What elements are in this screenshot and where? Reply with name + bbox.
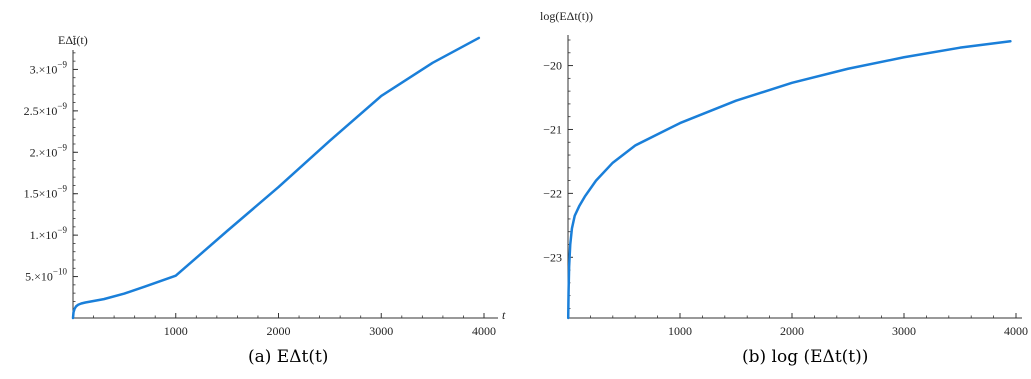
chart-b-x-tick-label: 3000 (892, 324, 916, 338)
chart-b-y-axis-title: log(EΔt(t)) (540, 9, 593, 23)
chart-a-x-tick-label: 1000 (164, 324, 188, 338)
chart-b-x-tick-label: 1000 (668, 324, 692, 338)
chart-b-y-tick-label: −20 (543, 59, 562, 73)
chart-a-x-tick-label: 4000 (472, 324, 496, 338)
chart-a-ticks: 1000 2000 3000 4000 5.×10−10 1.×10−9 1.5×10−9 2… (24, 35, 496, 338)
chart-b-y-tick-label: −22 (543, 186, 562, 200)
chart-a-caption: (a) EΔt(t) (248, 347, 328, 367)
chart-a-y-tick-label: 3.×10−9 (30, 59, 68, 76)
chart-a-x-axis-title: t (502, 308, 506, 322)
chart-a-y-tick-label: 5.×10−10 (25, 267, 67, 284)
chart-a-x-tick-label: 2000 (267, 324, 291, 338)
chart-a-y-axis-title: EΔt(t) (58, 33, 88, 47)
chart-b-plot-area (566, 40, 1012, 320)
chart-a-y-tick-label: 2.×10−9 (30, 142, 68, 159)
chart-b-series-line (566, 40, 1012, 320)
chart-a-y-tick-label: 1.×10−9 (30, 225, 68, 242)
chart-a-y-tick-label: 1.5×10−9 (24, 184, 68, 201)
chart-b-x-tick-label: 4000 (1004, 324, 1028, 338)
chart-b: log(EΔt(t)) 1000 2000 3000 4000 −23 −22 −21 −20… (540, 9, 1028, 367)
chart-b-caption: (b) log (EΔt(t)) (742, 347, 868, 367)
chart-a-x-tick-label: 3000 (369, 324, 393, 338)
chart-a-ylabel-text: EΔt(t) (58, 33, 88, 47)
chart-a-plot-area (71, 36, 481, 320)
chart-a-y-tick-label: 2.5×10−9 (24, 101, 68, 118)
chart-a-series-line (71, 36, 481, 320)
chart-b-y-tick-label: −23 (543, 250, 562, 264)
chart-b-y-tick-label: −21 (543, 122, 562, 136)
chart-b-ticks: 1000 2000 3000 4000 −23 −22 −21 −20 (543, 39, 1028, 338)
chart-a: EΔt(t) t 1000 2000 3000 4000 5.×10−10 1.×10−9… (24, 33, 506, 367)
chart-b-x-tick-label: 2000 (780, 324, 804, 338)
